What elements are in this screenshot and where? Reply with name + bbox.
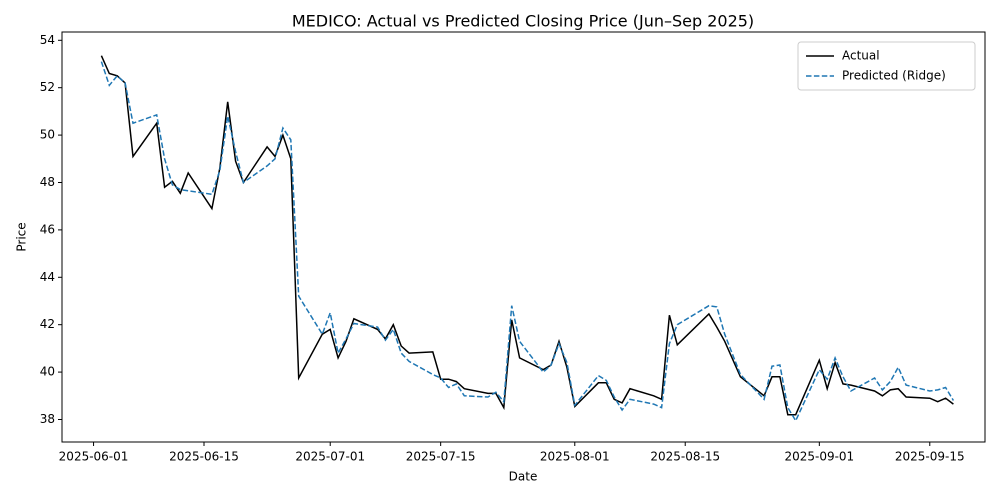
- x-tick-label: 2025-06-15: [169, 450, 239, 464]
- legend-label: Predicted (Ridge): [842, 69, 946, 83]
- series-line: [100, 55, 954, 416]
- x-axis-label: Date: [509, 470, 538, 484]
- x-tick-label: 2025-09-01: [784, 450, 854, 464]
- y-tick-label: 44: [40, 270, 55, 284]
- legend-label: Actual: [842, 49, 880, 63]
- plot-frame: [61, 31, 986, 443]
- x-tick-label: 2025-06-01: [59, 450, 129, 464]
- y-tick-label: 38: [40, 412, 55, 426]
- y-tick-label: 54: [40, 33, 55, 47]
- y-tick-label: 52: [40, 80, 55, 94]
- y-tick-label: 40: [40, 365, 55, 379]
- x-tick-label: 2025-07-15: [406, 450, 476, 464]
- y-tick-label: 42: [40, 317, 55, 331]
- x-tick-label: 2025-08-15: [650, 450, 720, 464]
- y-tick-label: 48: [40, 175, 55, 189]
- x-tick-label: 2025-08-01: [540, 450, 610, 464]
- series-line: [100, 61, 955, 423]
- y-axis-label: Price: [15, 222, 29, 251]
- x-tick-label: 2025-07-01: [295, 450, 365, 464]
- y-tick-label: 50: [40, 128, 55, 142]
- y-tick-label: 46: [40, 222, 55, 236]
- x-tick-label: 2025-09-15: [895, 450, 965, 464]
- legend-box: [797, 41, 976, 91]
- chart-title: MEDICO: Actual vs Predicted Closing Pric…: [292, 12, 754, 31]
